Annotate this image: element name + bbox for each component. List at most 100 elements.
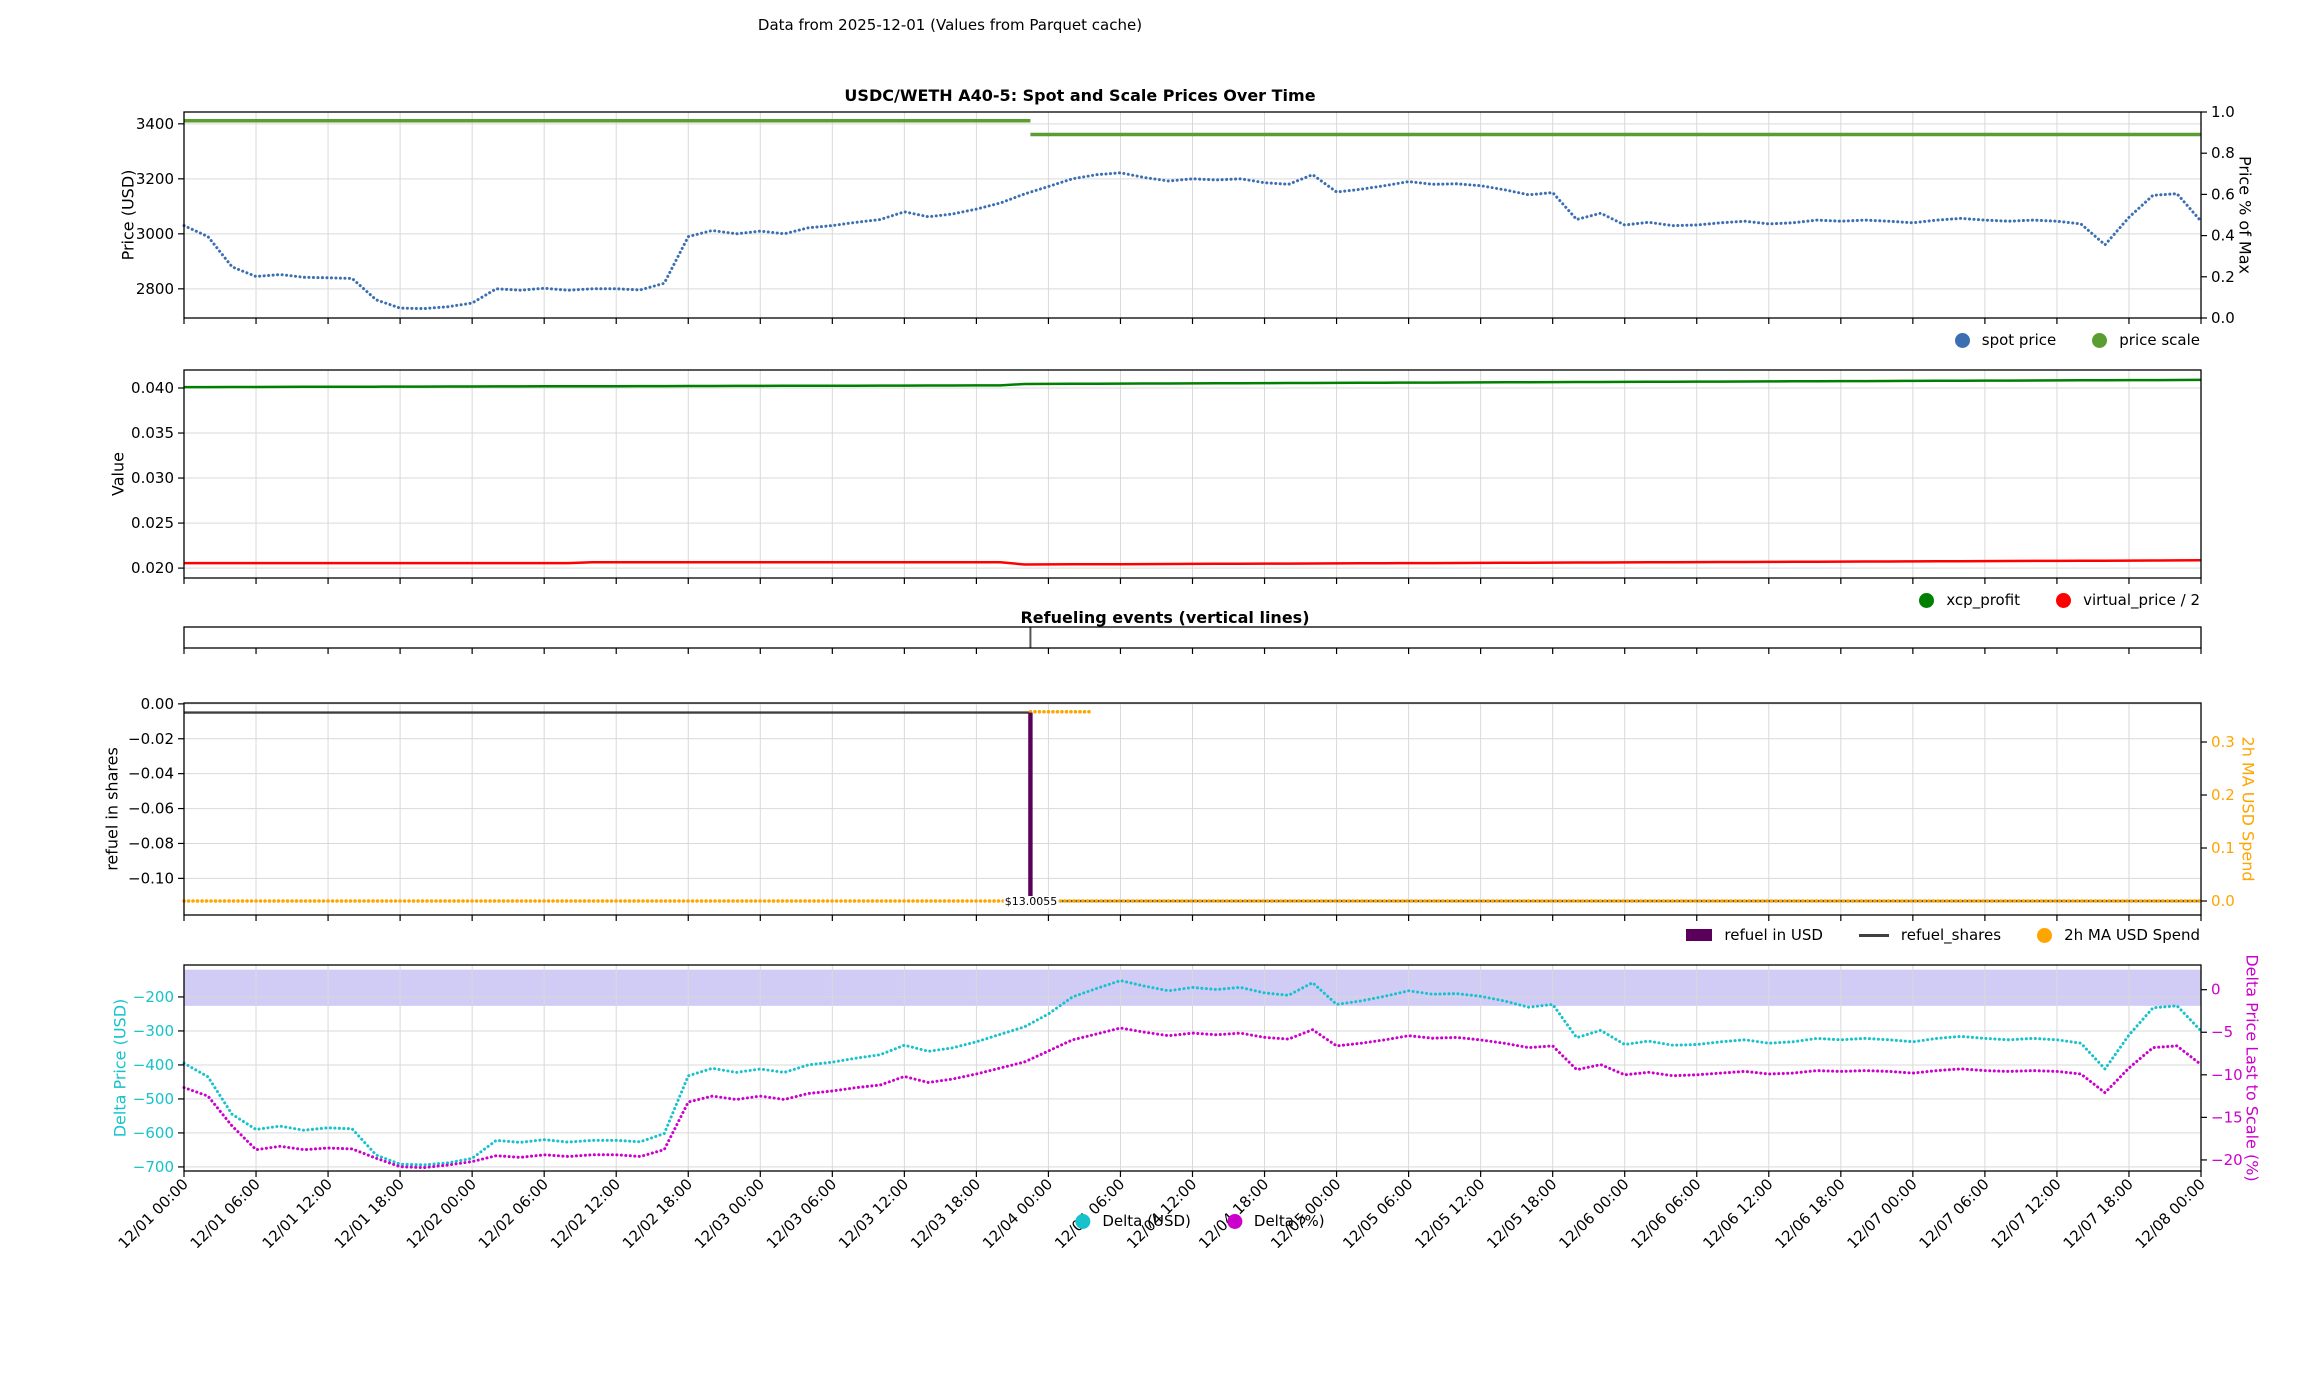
tick-label: −300 [133,1022,174,1040]
legend-item: refuel in USD [1686,926,1823,944]
tick-label: 12/05 12:00 [1411,1175,1488,1252]
tick-label: 3000 [136,225,174,243]
spot-price-marker-icon [1954,332,1970,348]
tick-label: 12/06 18:00 [1771,1175,1848,1252]
tick-label: 3400 [136,115,174,133]
tick-label: 0.040 [131,379,174,397]
tick-label: −10 [2211,1066,2243,1084]
tick-label: 0.1 [2211,839,2235,857]
tick-label: 0 [2211,981,2221,999]
tick-label: 0.0 [2211,892,2235,910]
legend-item: xcp_profit [1919,591,2020,609]
tick-label: 2800 [136,280,174,298]
tick-label: 12/02 18:00 [619,1175,696,1252]
tick-label: 12/01 00:00 [115,1175,192,1252]
tick-label: 1.0 [2211,103,2235,121]
tick-label: −700 [133,1158,174,1176]
tick-label: 3200 [136,170,174,188]
tick-label: 0.020 [131,559,174,577]
panel5-ylabel-right: Delta Price Last to Scale (%) [2242,954,2262,1182]
tick-label: −5 [2211,1023,2233,1041]
tick-label: 12/08 00:00 [2132,1175,2209,1252]
legend-label: spot price [1981,331,2057,349]
tick-label: 12/06 06:00 [1627,1175,1704,1252]
panel1-ylabel-left: Price (USD) [118,169,138,261]
legend-label: Delta (%) [1253,1212,1325,1230]
tick-label: 12/02 06:00 [475,1175,552,1252]
tick-label: 0.025 [131,514,174,532]
refuel-usd-annotation: $13.0055 [1003,895,1059,909]
legend-label: virtual_price / 2 [2083,591,2200,609]
tick-label: 12/07 18:00 [2060,1175,2137,1252]
panel4-ylabel-right: 2h MA USD Spend [2238,736,2258,882]
legend-label: refuel in USD [1724,926,1823,944]
tick-label: −0.06 [128,800,174,818]
tick-label: 0.0 [2211,309,2235,327]
2h-ma-usd-spend-marker-icon [2037,927,2053,943]
panel4-legend: refuel in USD refuel_shares 2h MA USD Spen… [1686,926,2200,944]
legend-item: refuel_shares [1858,926,2002,944]
tick-label: 0.030 [131,469,174,487]
tick-label: −600 [133,1124,174,1142]
tick-label: 0.00 [141,695,174,713]
figure-suptitle: Data from 2025-12-01 (Values from Parque… [757,16,1143,34]
tick-label: 12/03 00:00 [691,1175,768,1252]
legend-label: Delta (USD) [1102,1212,1191,1230]
panel1-title: USDC/WETH A40-5: Spot and Scale Prices O… [844,86,1316,105]
panel5-legend: Delta (USD) Delta (%) [1075,1212,1325,1230]
tick-label: 12/01 12:00 [259,1175,336,1252]
series-spot-price [182,171,2203,311]
legend-item: spot price [1954,331,2057,349]
tick-label: 0.4 [2211,227,2235,245]
series-xcp-profit [184,378,2202,389]
tick-label: −500 [133,1090,174,1108]
panel1-ylabel-right: Price % of Max [2235,156,2255,274]
tick-label: 0.2 [2211,786,2235,804]
tick-label: 12/03 12:00 [835,1175,912,1252]
tick-label: 12/06 00:00 [1555,1175,1632,1252]
refuel-in-usd-marker-icon [1686,929,1713,941]
tick-label: 0.8 [2211,144,2235,162]
tick-label: 0.035 [131,424,174,442]
tick-label: 0.6 [2211,185,2235,203]
tick-label: 0.3 [2211,733,2235,751]
tick-label: 0.2 [2211,268,2235,286]
tick-label: 12/05 18:00 [1483,1175,1560,1252]
tick-label: 12/07 00:00 [1843,1175,1920,1252]
tick-label: 12/01 06:00 [187,1175,264,1252]
panel2-legend: xcp_profit virtual_price / 2 [1919,591,2200,609]
tick-label: 12/03 18:00 [907,1175,984,1252]
delta-usd--marker-icon [1075,1213,1091,1229]
tick-label: 12/02 12:00 [547,1175,624,1252]
tick-label: −0.08 [128,834,174,852]
tick-label: −15 [2211,1108,2243,1126]
legend-label: 2h MA USD Spend [2064,926,2200,944]
tick-label: −400 [133,1056,174,1074]
series-delta- [182,1026,2203,1170]
legend-item: Delta (USD) [1075,1212,1191,1230]
panel2-ylabel-left: Value [108,452,128,496]
tick-label: 12/01 18:00 [331,1175,408,1252]
panel5-ylabel-left: Delta Price (USD) [110,998,130,1138]
series-virtual-price-2 [184,559,2202,566]
series-delta-usd- [182,979,2203,1167]
tick-label: −0.02 [128,730,174,748]
tick-label: −0.10 [128,869,174,887]
xcp-profit-marker-icon [1919,592,1935,608]
panel4-ylabel-left: refuel in shares [102,747,122,871]
legend-label: refuel_shares [1900,926,2002,944]
tick-label: 12/04 00:00 [979,1175,1056,1252]
tick-label: −200 [133,988,174,1006]
tick-label: 12/05 06:00 [1339,1175,1416,1252]
panel3-title: Refueling events (vertical lines) [1020,608,1310,627]
tick-label: 12/03 06:00 [763,1175,840,1252]
refuel-bar [1028,712,1033,902]
legend-label: xcp_profit [1946,591,2021,609]
price-scale-marker-icon [2092,332,2108,348]
tick-label: −0.04 [128,765,174,783]
legend-item: price scale [2092,331,2200,349]
panel-frame [183,626,2202,649]
tick-label: 12/07 06:00 [1915,1175,1992,1252]
